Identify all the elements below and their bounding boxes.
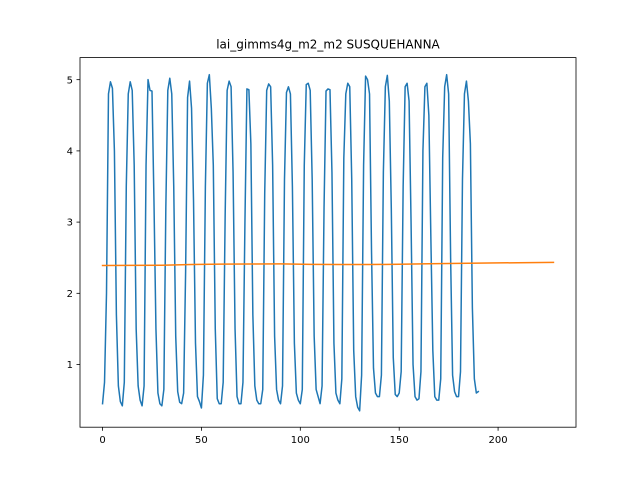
x-tick-label: 100 (291, 435, 310, 446)
x-tick-label: 50 (195, 435, 208, 446)
y-tick-label: 1 (67, 360, 73, 371)
series-line-lai (101, 73, 480, 412)
chart-title: lai_gimms4g_m2_m2 SUSQUEHANNA (216, 38, 440, 52)
y-tick-label: 4 (67, 146, 73, 157)
plot-frame (79, 57, 577, 428)
y-tick-label: 3 (67, 218, 73, 229)
y-axis: 1 2 3 4 5 (67, 75, 80, 371)
y-tick-label: 5 (67, 75, 73, 86)
x-tick-label: 0 (99, 435, 105, 446)
y-tick-label: 2 (67, 289, 73, 300)
x-axis: 0 50 100 150 200 (99, 427, 508, 446)
x-tick-label: 200 (489, 435, 508, 446)
plot-series-group (101, 73, 555, 412)
x-tick-label: 150 (390, 435, 409, 446)
series-line-trend (101, 261, 555, 267)
